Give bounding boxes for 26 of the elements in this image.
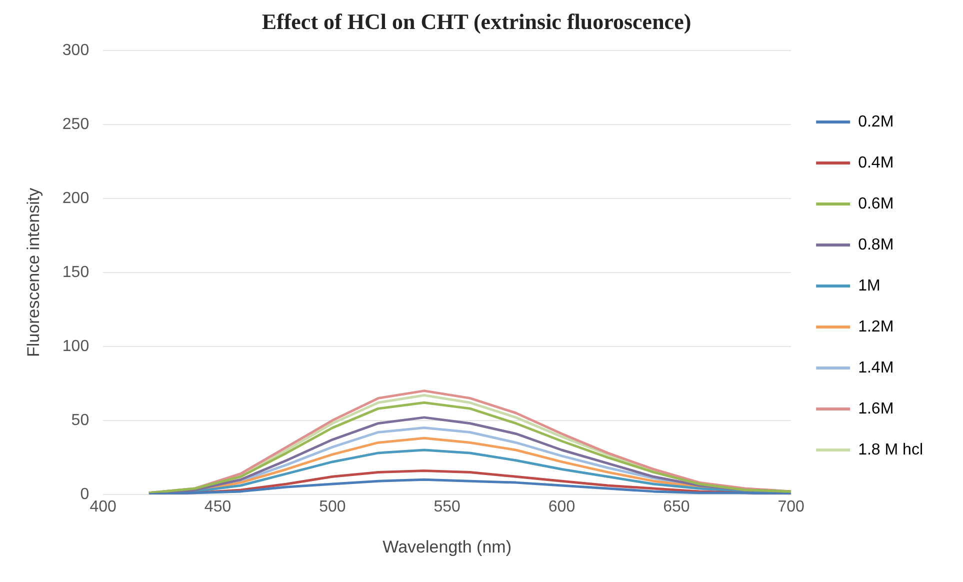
x-tick-label: 650 — [663, 498, 690, 516]
legend-label: 0.6M — [858, 195, 894, 212]
y-tick-label: 250 — [62, 116, 90, 133]
legend-label: 0.8M — [858, 236, 894, 254]
legend-label: 0.4M — [858, 154, 894, 172]
legend-label: 1.6M — [858, 400, 894, 418]
x-tick-label: 550 — [434, 498, 461, 516]
x-tick-label: 450 — [204, 498, 232, 516]
legend-label: 1.4M — [858, 359, 894, 376]
legend-label: 0.2M — [858, 113, 894, 130]
y-tick-label: 50 — [71, 412, 90, 429]
legend-label: 1M — [858, 277, 880, 294]
y-tick-label: 200 — [62, 190, 90, 207]
x-axis-title: Wavelength (nm) — [382, 537, 512, 556]
y-tick-label: 0 — [80, 486, 90, 503]
x-tick-label: 400 — [90, 498, 117, 516]
x-tick-label: 500 — [319, 498, 346, 516]
legend-label: 1.2M — [858, 318, 894, 336]
x-tick-label: 700 — [778, 498, 805, 516]
x-tick-label: 600 — [548, 498, 576, 516]
y-tick-label: 150 — [62, 264, 90, 281]
y-axis-title: Fluorescence intensity — [24, 187, 43, 357]
chart-title: Effect of HCl on CHT (extrinsic fluoroscence) — [262, 8, 692, 34]
y-tick-label: 100 — [62, 338, 90, 355]
legend-label: 1.8 M hcl — [858, 441, 924, 458]
y-tick-label: 300 — [62, 42, 90, 59]
